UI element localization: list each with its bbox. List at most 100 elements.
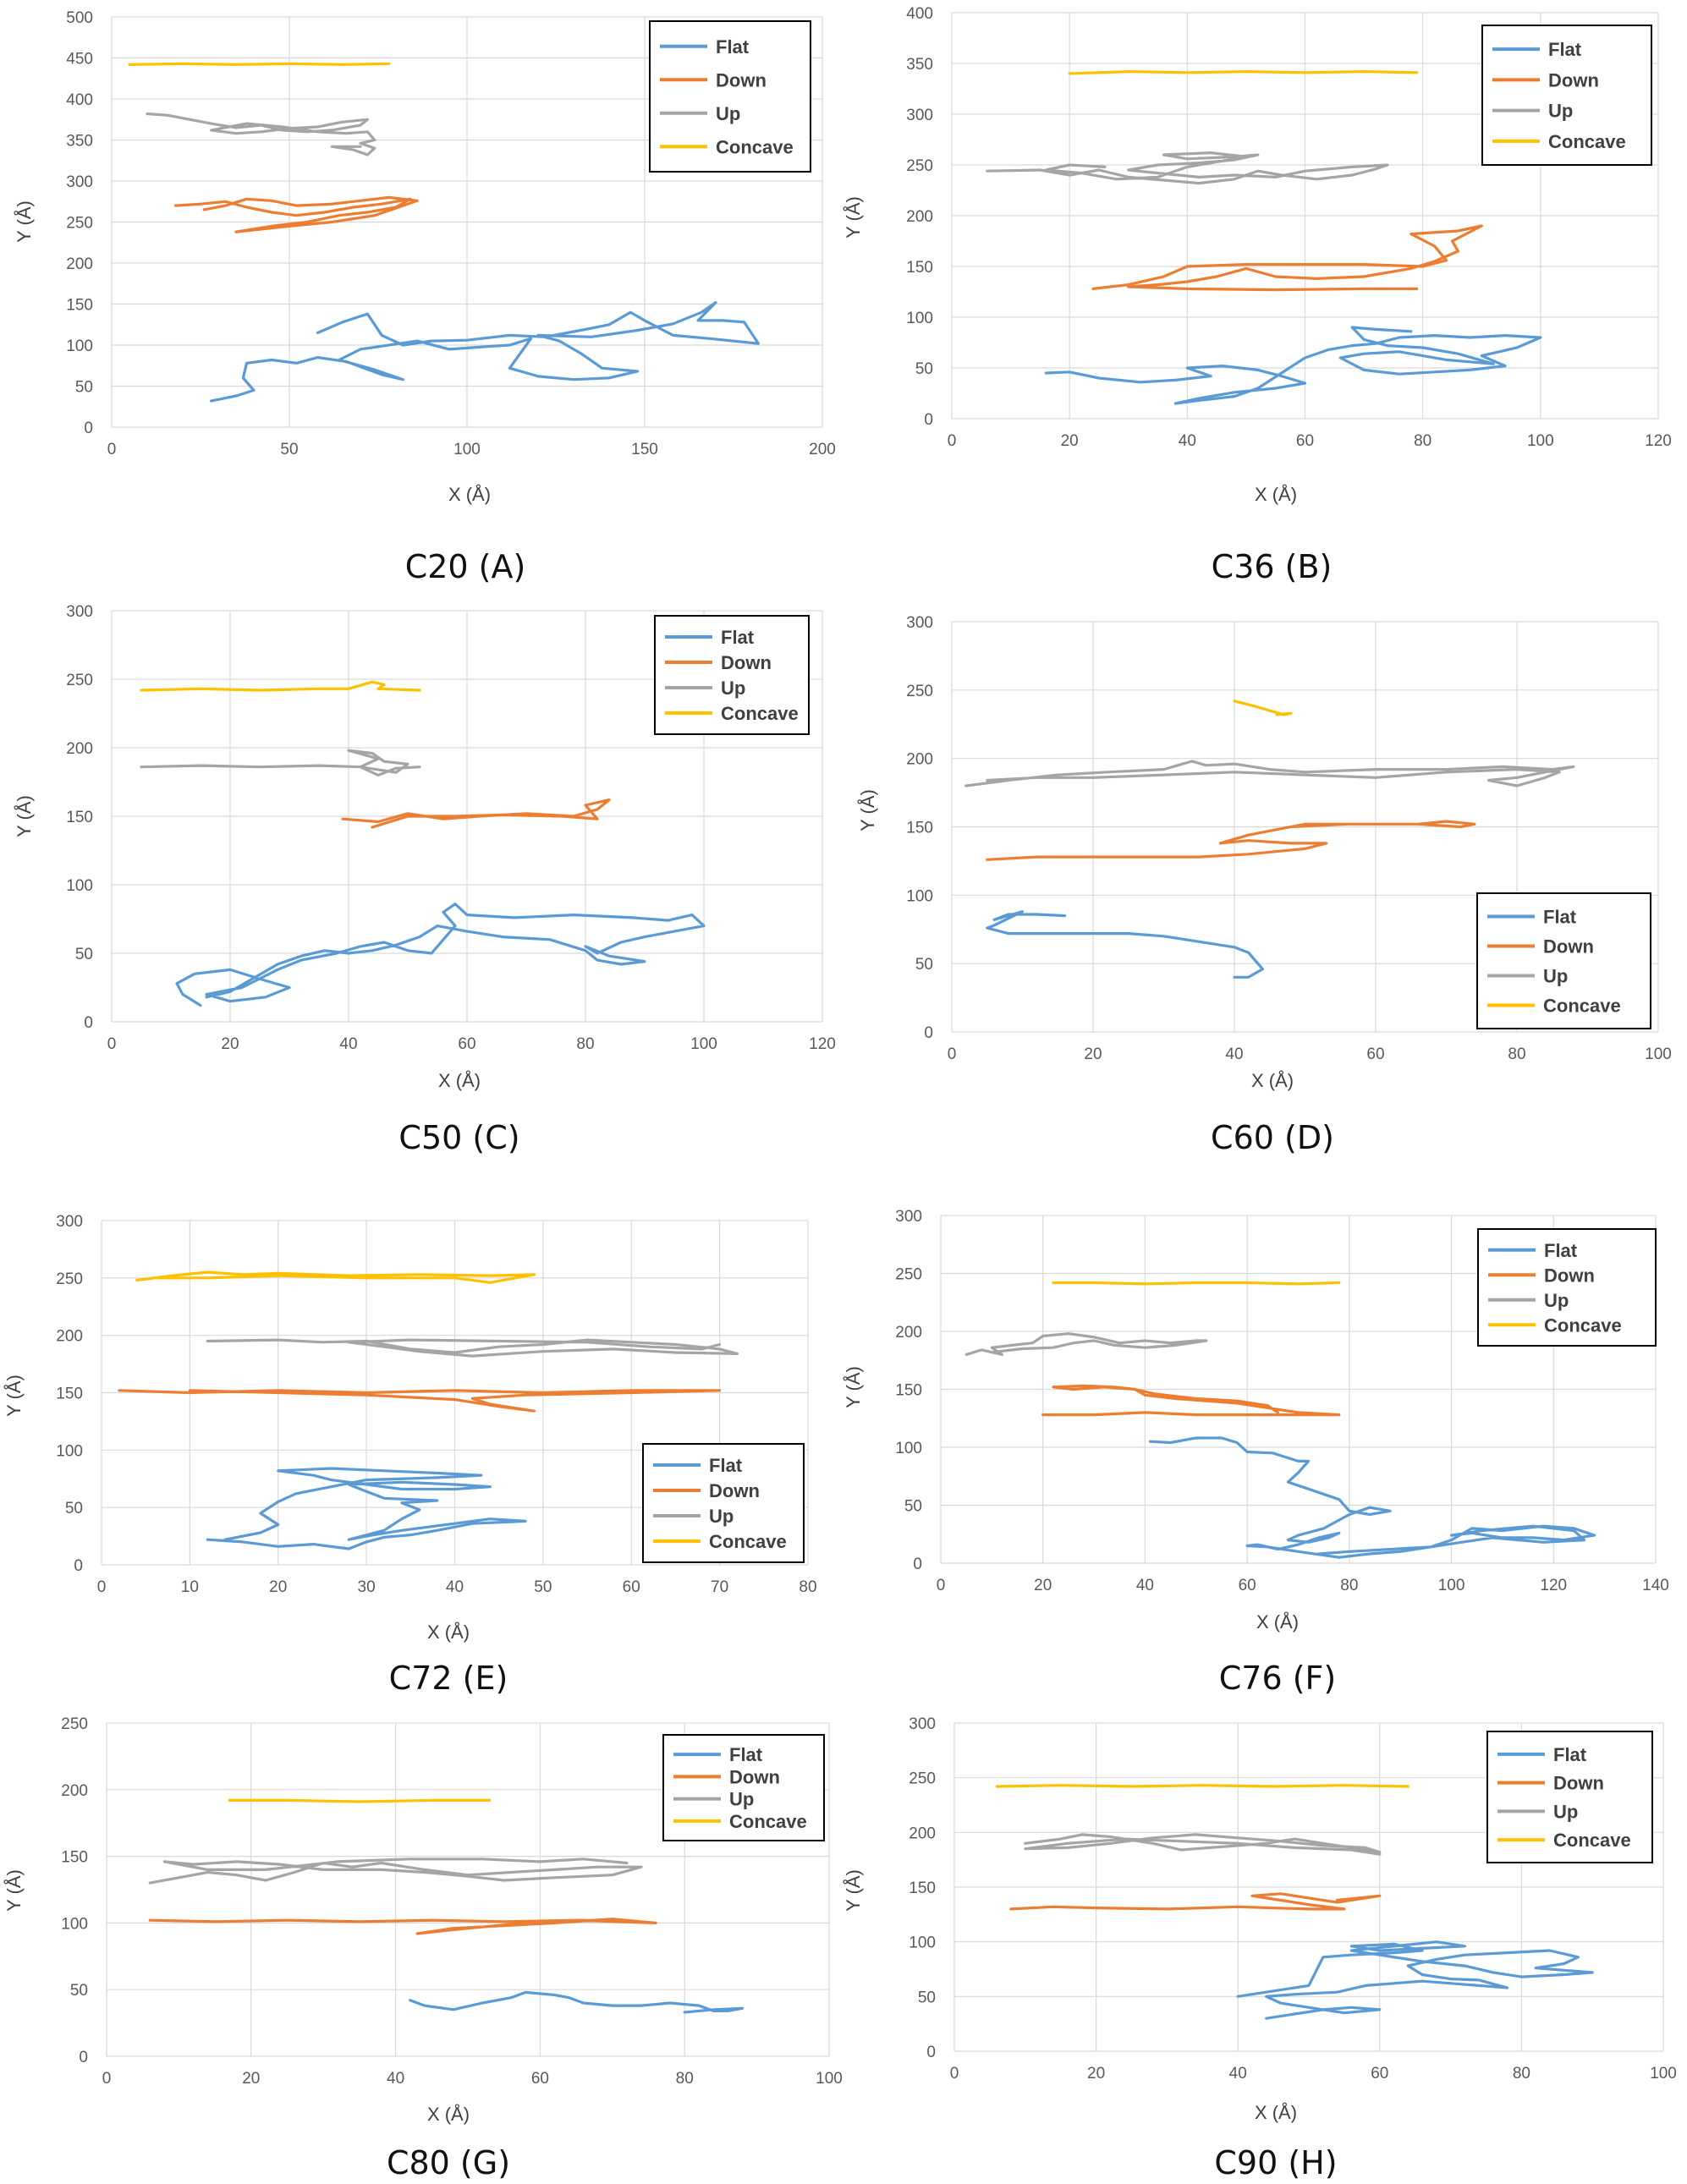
x-tick-label: 20 bbox=[269, 1578, 287, 1596]
chart-panel: 0 20 40 60 80 100 0 50 100 150 200 250 300 X (Å) Y (Å)… bbox=[857, 614, 1672, 1156]
chart-panel: 0 20 40 60 80 100 120 0 50 100 150 200 250 300 350 400 X… bbox=[843, 5, 1672, 585]
y-tick-label: 200 bbox=[56, 1328, 83, 1346]
trajectory-up bbox=[146, 112, 376, 156]
trajectory-down bbox=[148, 1918, 657, 1935]
trajectory-flat bbox=[986, 910, 1264, 979]
y-tick-label: 50 bbox=[918, 1989, 936, 2006]
y-tick-label: 150 bbox=[895, 1382, 922, 1400]
x-tick-label: 40 bbox=[387, 2070, 404, 2088]
panel-caption: C80 (G) bbox=[387, 2144, 510, 2181]
panel-caption: C60 (D) bbox=[1211, 1119, 1334, 1156]
legend-label-down: Down bbox=[729, 1766, 780, 1787]
y-tick-label: 100 bbox=[906, 310, 933, 327]
x-tick-label: 80 bbox=[576, 1035, 594, 1053]
legend-label-down: Down bbox=[1543, 936, 1594, 958]
y-tick-label: 100 bbox=[61, 1915, 88, 1933]
y-tick-label: 150 bbox=[906, 820, 933, 837]
x-tick-label: 20 bbox=[1061, 432, 1079, 450]
trajectory-flat bbox=[210, 301, 760, 403]
legend-label-up: Up bbox=[721, 678, 745, 699]
y-tick-label: 200 bbox=[906, 751, 933, 769]
trajectory-up bbox=[1024, 1833, 1382, 1856]
trajectory-flat bbox=[1236, 1940, 1594, 2020]
x-tick-label: 60 bbox=[1239, 1577, 1256, 1594]
x-tick-label: 50 bbox=[534, 1578, 552, 1596]
legend-label-up: Up bbox=[1553, 1801, 1578, 1822]
y-axis-label: Y (Å) bbox=[857, 789, 878, 831]
x-tick-label: 150 bbox=[631, 441, 658, 458]
legend-label-concave: Concave bbox=[721, 703, 799, 724]
x-tick-label: 0 bbox=[97, 1578, 107, 1596]
x-tick-label: 40 bbox=[1179, 432, 1196, 450]
y-tick-label: 300 bbox=[895, 1208, 922, 1226]
x-tick-label: 20 bbox=[1084, 1045, 1102, 1063]
legend-label-concave: Concave bbox=[709, 1531, 787, 1552]
y-axis-label: Y (Å) bbox=[843, 1366, 864, 1408]
y-tick-label: 300 bbox=[909, 1715, 936, 1733]
y-tick-label: 350 bbox=[906, 56, 933, 74]
y-tick-label: 50 bbox=[75, 946, 93, 963]
x-tick-label: 80 bbox=[1414, 432, 1431, 450]
y-axis-label: Y (Å) bbox=[843, 196, 864, 239]
y-tick-label: 300 bbox=[906, 107, 933, 124]
legend-label-up: Up bbox=[709, 1506, 734, 1527]
x-tick-label: 200 bbox=[809, 441, 836, 458]
y-tick-label: 200 bbox=[895, 1324, 922, 1342]
x-tick-label: 100 bbox=[690, 1035, 717, 1053]
trajectory-up bbox=[986, 151, 1389, 185]
y-tick-label: 0 bbox=[913, 1556, 922, 1573]
x-tick-label: 0 bbox=[107, 441, 117, 458]
x-tick-label: 100 bbox=[816, 2070, 843, 2088]
legend-label-concave: Concave bbox=[1553, 1830, 1631, 1851]
legend-label-flat: Flat bbox=[1544, 1240, 1578, 1261]
trajectory-flat bbox=[206, 1467, 527, 1550]
y-tick-label: 250 bbox=[66, 215, 93, 233]
y-tick-label: 0 bbox=[74, 1557, 83, 1575]
y-tick-label: 150 bbox=[56, 1386, 83, 1403]
y-axis-label: Y (Å) bbox=[14, 200, 35, 243]
legend-label-up: Up bbox=[1544, 1290, 1569, 1311]
legend-label-down: Down bbox=[1548, 69, 1599, 91]
y-tick-label: 100 bbox=[909, 1934, 936, 1952]
x-tick-label: 0 bbox=[948, 1045, 957, 1063]
x-tick-label: 10 bbox=[181, 1578, 199, 1596]
x-tick-label: 100 bbox=[1527, 432, 1554, 450]
legend-label-concave: Concave bbox=[729, 1811, 807, 1832]
x-axis-label: X (Å) bbox=[1255, 484, 1297, 505]
y-tick-label: 300 bbox=[66, 173, 93, 191]
x-axis-label: X (Å) bbox=[427, 1622, 470, 1643]
y-axis-label: Y (Å) bbox=[3, 1375, 25, 1417]
chart-panel: 0 50 100 150 200 0 50 100 150 200 250 300 350 400 450 5… bbox=[14, 9, 836, 585]
trajectory-concave bbox=[1052, 1281, 1341, 1286]
y-tick-label: 150 bbox=[66, 297, 93, 315]
y-tick-label: 0 bbox=[84, 420, 93, 437]
trajectory-down bbox=[1091, 224, 1483, 292]
y-axis-label: Y (Å) bbox=[3, 1869, 25, 1912]
panel-caption: C50 (C) bbox=[398, 1119, 519, 1156]
x-tick-label: 100 bbox=[1438, 1577, 1465, 1594]
y-tick-label: 150 bbox=[906, 259, 933, 277]
x-tick-label: 30 bbox=[358, 1578, 376, 1596]
y-tick-label: 250 bbox=[56, 1270, 83, 1288]
y-tick-label: 250 bbox=[909, 1770, 936, 1788]
x-tick-label: 0 bbox=[948, 432, 957, 450]
trajectory-concave bbox=[140, 680, 421, 692]
trajectory-down bbox=[1041, 1384, 1341, 1417]
x-tick-label: 60 bbox=[623, 1578, 640, 1596]
y-tick-label: 0 bbox=[926, 2044, 936, 2061]
trajectory-flat bbox=[409, 1990, 745, 2014]
legend-label-flat: Flat bbox=[1543, 907, 1577, 928]
trajectory-flat bbox=[175, 903, 706, 1007]
y-tick-label: 50 bbox=[915, 956, 933, 974]
panel-caption: C72 (E) bbox=[389, 1660, 508, 1697]
x-axis-label: X (Å) bbox=[1256, 1611, 1299, 1633]
y-tick-label: 250 bbox=[895, 1266, 922, 1284]
chart-panel: 0 20 40 60 80 100 0 50 100 150 200 250 X (Å) Y (Å) Fla… bbox=[3, 1715, 843, 2181]
y-tick-label: 300 bbox=[66, 603, 93, 621]
x-tick-label: 80 bbox=[676, 2070, 694, 2088]
